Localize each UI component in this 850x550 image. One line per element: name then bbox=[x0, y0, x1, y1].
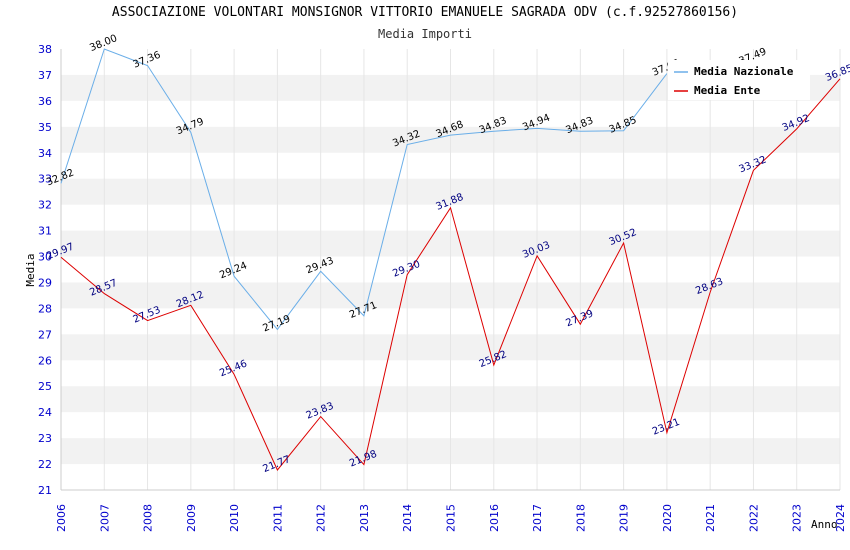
x-tick-label: 2015 bbox=[445, 504, 458, 532]
x-tick-label: 2009 bbox=[185, 504, 198, 532]
y-tick-label: 35 bbox=[38, 121, 52, 134]
y-tick-label: 34 bbox=[38, 147, 52, 160]
x-tick-label: 2021 bbox=[704, 504, 717, 532]
y-tick-label: 28 bbox=[38, 302, 52, 315]
y-tick-label: 33 bbox=[38, 173, 52, 186]
grid-bands bbox=[60, 49, 841, 490]
x-tick-label: 2012 bbox=[315, 504, 328, 532]
series-lines bbox=[60, 49, 841, 471]
tick-labels: 21 22 23 24 25 26 27 28 29 30 31 32 33 34 35 36 37 38 2006… bbox=[38, 43, 847, 532]
x-tick-label: 2014 bbox=[401, 504, 414, 532]
y-tick-label: 25 bbox=[38, 380, 52, 393]
y-tick-label: 38 bbox=[38, 43, 52, 56]
x-tick-label: 2010 bbox=[228, 504, 241, 532]
data-label-ente: 23.21 bbox=[651, 417, 682, 438]
chart-title: ASSOCIAZIONE VOLONTARI MONSIGNOR VITTORI… bbox=[111, 5, 739, 20]
x-tick-label: 2023 bbox=[791, 504, 804, 532]
y-tick-label: 21 bbox=[38, 484, 52, 497]
data-label-ente: 29.97 bbox=[45, 241, 76, 262]
y-tick-label: 31 bbox=[38, 225, 52, 238]
y-tick-label: 24 bbox=[38, 406, 52, 419]
y-tick-label: 26 bbox=[38, 354, 52, 367]
x-tick-label: 2020 bbox=[661, 504, 674, 532]
x-tick-label: 2007 bbox=[98, 504, 111, 532]
x-tick-label: 2017 bbox=[531, 504, 544, 532]
data-label-nazionale: 37.36 bbox=[132, 50, 163, 71]
y-tick-label: 27 bbox=[38, 328, 52, 341]
x-tick-label: 2008 bbox=[142, 504, 155, 532]
y-tick-label: 37 bbox=[38, 69, 52, 82]
data-label-nazionale: 29.24 bbox=[218, 260, 249, 281]
x-tick-label: 2024 bbox=[834, 504, 847, 532]
data-label-nazionale: 29.43 bbox=[305, 255, 336, 276]
legend: Media Nazionale Media Ente bbox=[668, 60, 810, 100]
y-tick-label: 32 bbox=[38, 199, 52, 212]
x-axis-title: Anno bbox=[811, 518, 838, 531]
x-tick-label: 2018 bbox=[574, 504, 587, 532]
x-tick-label: 2006 bbox=[55, 504, 68, 532]
x-tick-label: 2022 bbox=[747, 504, 760, 532]
axes bbox=[60, 49, 840, 491]
series-line-ente bbox=[60, 78, 841, 471]
y-tick-label: 23 bbox=[38, 432, 52, 445]
y-tick-label: 30 bbox=[38, 251, 52, 264]
data-label-ente: 27.39 bbox=[564, 308, 595, 329]
y-tick-label: 29 bbox=[38, 276, 52, 289]
x-tick-label: 2011 bbox=[271, 504, 284, 532]
chart-subtitle: Media Importi bbox=[378, 27, 472, 41]
x-tick-label: 2019 bbox=[618, 504, 631, 532]
legend-label-ente: Media Ente bbox=[694, 84, 761, 97]
y-axis-title: Media bbox=[24, 253, 37, 286]
legend-label-nazionale: Media Nazionale bbox=[694, 65, 794, 78]
x-tick-label: 2016 bbox=[488, 504, 501, 532]
y-tick-label: 22 bbox=[38, 458, 52, 471]
data-label-ente: 25.46 bbox=[218, 358, 249, 379]
legend-background bbox=[668, 60, 810, 100]
data-label-nazionale: 27.19 bbox=[261, 314, 292, 335]
x-tick-label: 2013 bbox=[358, 504, 371, 532]
y-tick-label: 36 bbox=[38, 95, 52, 108]
